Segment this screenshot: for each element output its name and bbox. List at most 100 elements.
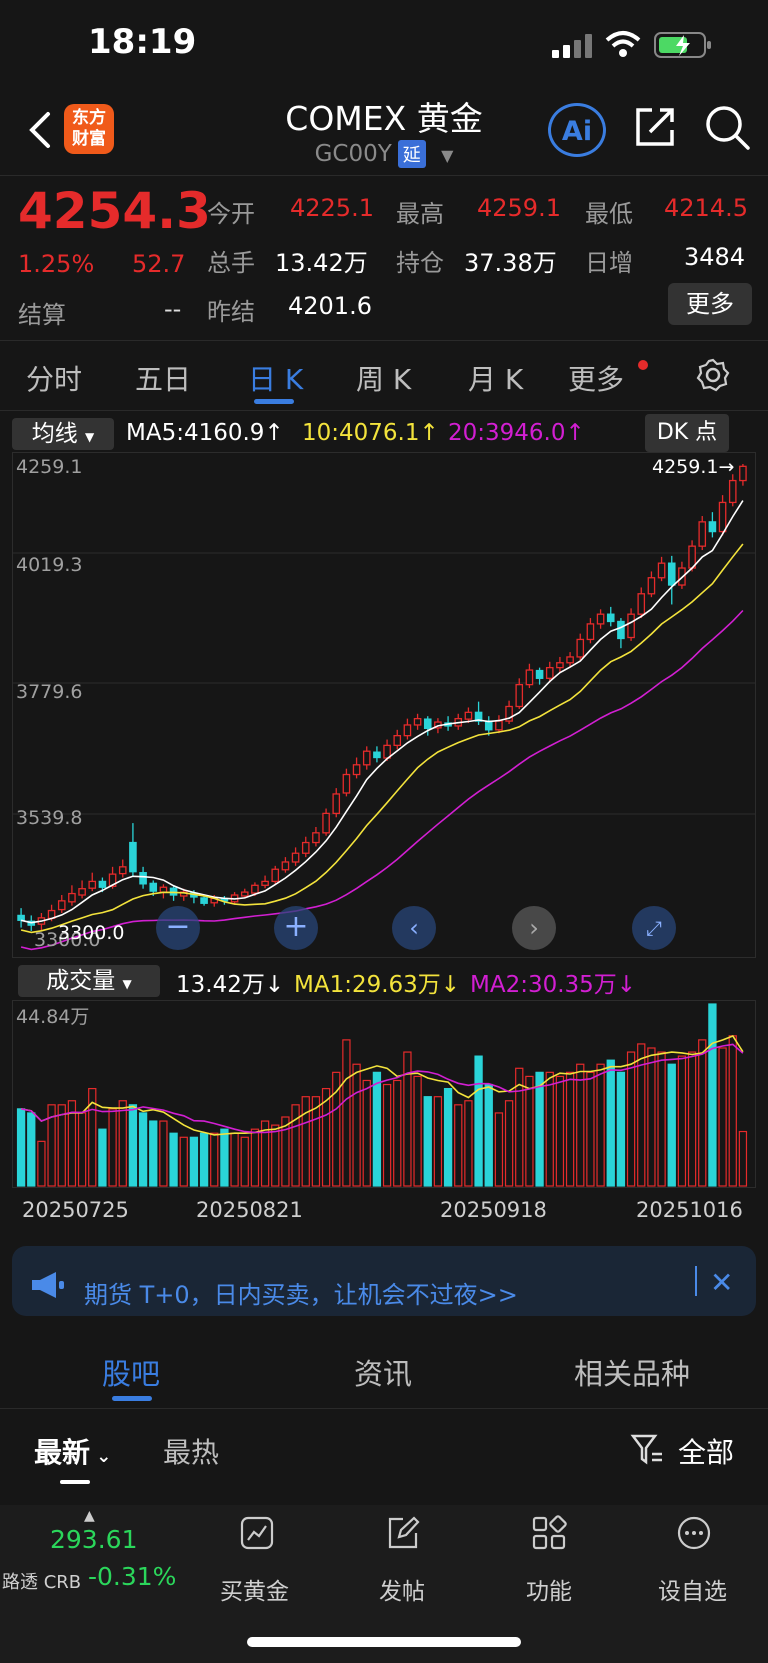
- volume-bar: [250, 1128, 260, 1187]
- volume-bar: [413, 1075, 422, 1187]
- volume-bar: [332, 1071, 341, 1187]
- volume-label: 总手: [207, 249, 255, 277]
- candle-body: [362, 750, 371, 766]
- tab-five-day[interactable]: 五日: [135, 363, 192, 396]
- volume-bar: [535, 1071, 544, 1187]
- volume-value: 13.42万: [275, 249, 368, 277]
- volume-bar: [199, 1132, 209, 1187]
- volume-bar: [545, 1071, 554, 1187]
- y-axis-label-4: 3539.8: [16, 807, 83, 829]
- contract-code: GC00Y: [314, 141, 392, 167]
- search-icon[interactable]: [704, 104, 752, 152]
- tab-forum[interactable]: 股吧: [102, 1357, 161, 1391]
- functions-grid-icon[interactable]: [531, 1515, 567, 1551]
- high-label: 最高: [396, 200, 444, 228]
- close-icon[interactable]: ✕: [710, 1266, 734, 1299]
- delay-badge: 延: [397, 140, 426, 168]
- dk-point-button[interactable]: DK 点: [645, 414, 729, 452]
- more-button[interactable]: 更多: [668, 283, 752, 325]
- candle-body: [352, 764, 361, 776]
- volume-bar: [637, 1043, 646, 1187]
- compose-post-icon[interactable]: [385, 1515, 421, 1551]
- open-interest-label: 持仓: [396, 249, 444, 277]
- volume-bar: [647, 1047, 656, 1187]
- wifi-icon: [605, 31, 641, 57]
- volume-bar: [311, 1096, 321, 1187]
- banner-text[interactable]: 期货 T+0，日内买卖，让机会不过夜>>: [84, 1281, 518, 1309]
- volume-bar: [159, 1120, 168, 1187]
- volume-bar: [230, 1132, 239, 1187]
- filter-latest-underline: [60, 1480, 90, 1484]
- volume-frame: [12, 1000, 756, 1188]
- scroll-left-button[interactable]: ‹: [392, 906, 436, 950]
- candle-body: [637, 593, 646, 615]
- share-icon[interactable]: [632, 104, 678, 150]
- volume-indicator-select[interactable]: 成交量 ▼: [18, 965, 160, 997]
- ma10-line: [20, 543, 744, 934]
- tab-news[interactable]: 资讯: [354, 1357, 413, 1391]
- back-chevron-icon[interactable]: [22, 108, 58, 152]
- fullscreen-button[interactable]: ⤢: [632, 906, 676, 950]
- status-time: 18:19: [88, 22, 197, 62]
- filter-funnel-icon[interactable]: [630, 1432, 664, 1466]
- candle-body: [617, 620, 625, 640]
- tab-monthly-k[interactable]: 月 K: [468, 363, 524, 396]
- candle-body: [139, 872, 147, 885]
- ticker-change: -0.31%: [88, 1562, 177, 1591]
- promo-banner[interactable]: [12, 1246, 756, 1316]
- indicator-select[interactable]: 均线 ▼: [12, 418, 114, 450]
- candle-body: [515, 683, 524, 708]
- filter-latest[interactable]: 最新 ⌄: [34, 1431, 111, 1471]
- zoom-out-button[interactable]: −: [156, 906, 200, 950]
- tab-intraday[interactable]: 分时: [26, 363, 83, 396]
- tab-related[interactable]: 相关品种: [574, 1357, 691, 1391]
- active-tab-indicator: [254, 399, 294, 404]
- volume-current: 13.42万↓: [176, 972, 285, 998]
- volume-ma2-line: [20, 1043, 744, 1134]
- open-label: 今开: [207, 200, 255, 228]
- scroll-right-button[interactable]: ›: [512, 906, 556, 950]
- nav-buy-gold[interactable]: 买黄金: [220, 1579, 289, 1605]
- tab-weekly-k[interactable]: 周 K: [356, 363, 412, 396]
- tab-more[interactable]: 更多: [568, 363, 625, 396]
- more-options-icon[interactable]: [676, 1515, 712, 1551]
- volume-bar: [98, 1128, 107, 1187]
- volume-bar: [281, 1116, 290, 1187]
- high-marker: 4259.1→: [652, 456, 735, 478]
- buy-gold-icon[interactable]: [239, 1515, 275, 1551]
- settings-gear-icon[interactable]: [696, 358, 730, 392]
- zoom-in-button[interactable]: +: [274, 906, 318, 950]
- nav-add-watchlist[interactable]: 设自选: [658, 1579, 727, 1605]
- volume-bar: [382, 1083, 392, 1187]
- low-label: 最低: [585, 200, 633, 228]
- candle-body: [667, 562, 676, 586]
- candle-body: [200, 897, 208, 904]
- filter-hot[interactable]: 最热: [163, 1436, 220, 1469]
- nav-post[interactable]: 发帖: [379, 1579, 425, 1605]
- notification-dot: [638, 360, 648, 370]
- candle-body: [373, 751, 381, 759]
- candle-body: [301, 841, 310, 854]
- volume-bar: [738, 1130, 748, 1187]
- nav-functions[interactable]: 功能: [526, 1579, 572, 1605]
- volume-bar: [657, 1051, 666, 1187]
- volume-bar: [321, 1087, 331, 1187]
- volume-bar: [210, 1132, 219, 1187]
- banner-divider: [695, 1266, 697, 1296]
- contract-selector[interactable]: GC00Y 延 ▼: [0, 140, 768, 168]
- volume-bar: [220, 1128, 229, 1187]
- volume-bar: [403, 1051, 412, 1187]
- prev-settle-label: 昨结: [207, 298, 255, 326]
- volume-bar: [616, 1071, 626, 1187]
- candle-body: [251, 884, 259, 894]
- open-value: 4225.1: [290, 194, 374, 222]
- volume-bar: [474, 1055, 483, 1187]
- volume-bar: [504, 1100, 514, 1187]
- ai-assistant-button[interactable]: Ai: [548, 103, 606, 157]
- ticker-value[interactable]: 293.61: [50, 1525, 138, 1554]
- candlestick-chart[interactable]: [12, 452, 756, 958]
- filter-all[interactable]: 全部: [678, 1436, 735, 1469]
- tab-daily-k[interactable]: 日 K: [248, 363, 304, 396]
- candle-body: [586, 623, 595, 641]
- volume-chart[interactable]: [12, 1000, 756, 1188]
